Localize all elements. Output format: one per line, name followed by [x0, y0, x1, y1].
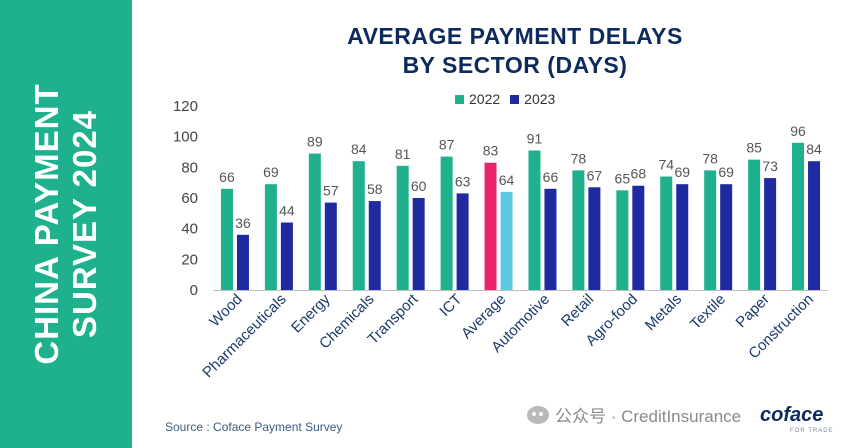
data-label-2022: 85 — [746, 140, 762, 156]
bar-2022 — [660, 176, 673, 290]
x-tick-label: Textile — [687, 291, 729, 333]
data-label-2022: 78 — [571, 150, 587, 166]
data-label-2022: 84 — [351, 141, 367, 157]
data-label-2023: 64 — [499, 172, 515, 188]
data-label-2023: 69 — [674, 164, 690, 180]
data-label-2023: 60 — [411, 178, 427, 194]
bar-2022 — [704, 170, 717, 290]
data-label-2023: 63 — [455, 173, 471, 189]
bar-2023 — [632, 185, 645, 290]
coface-logo-tagline: FOR TRADE — [790, 428, 834, 434]
bar-2023 — [808, 161, 821, 290]
y-tick-label: 40 — [181, 221, 198, 238]
bar-2023 — [456, 193, 469, 290]
chart-title-line1: AVERAGE PAYMENT DELAYS — [347, 23, 683, 49]
bar-2023 — [764, 178, 777, 290]
data-label-2022: 81 — [395, 146, 411, 162]
bar-2023 — [720, 184, 733, 290]
data-label-2023: 44 — [279, 203, 295, 219]
bar-2022 — [308, 153, 321, 290]
data-label-2022: 65 — [615, 170, 631, 186]
coface-logo: coface — [760, 404, 824, 426]
chart-title-line2: BY SECTOR (DAYS) — [402, 52, 628, 78]
data-label-2022: 69 — [263, 164, 279, 180]
bar-2023 — [236, 234, 249, 290]
side-band: CHINA PAYMENT SURVEY 2024 — [0, 0, 132, 448]
bar-2023 — [500, 191, 513, 290]
data-label-2023: 57 — [323, 183, 339, 199]
data-label-2023: 73 — [762, 158, 778, 174]
bar-2023 — [412, 198, 425, 290]
y-tick-label: 60 — [181, 190, 198, 207]
data-label-2023: 68 — [631, 166, 647, 182]
x-tick-label: Retail — [558, 291, 597, 330]
bar-2022 — [484, 162, 497, 290]
x-tick-label: Pharmaceuticals — [199, 291, 289, 381]
legend-swatch-2023 — [510, 94, 520, 104]
x-tick-label: Wood — [206, 291, 246, 331]
y-tick-label: 0 — [190, 282, 198, 299]
bar-2023 — [280, 222, 293, 290]
x-tick-label: Metals — [642, 291, 685, 334]
data-label-2022: 74 — [658, 157, 674, 173]
bar-2022 — [440, 156, 453, 290]
data-label-2023: 67 — [587, 167, 603, 183]
data-label-2022: 83 — [483, 143, 499, 159]
watermark-text: 公众号 · CreditInsurance — [555, 407, 742, 426]
legend-label-2022: 2022 — [469, 91, 501, 107]
data-label-2023: 84 — [806, 141, 822, 157]
chart-title: AVERAGE PAYMENT DELAYS BY SECTOR (DAYS) — [250, 22, 780, 80]
data-label-2022: 87 — [439, 137, 455, 153]
watermark: 公众号 · CreditInsurance — [527, 402, 741, 427]
bar-2022 — [748, 159, 761, 290]
y-tick-label: 100 — [173, 129, 198, 146]
bar-2023 — [368, 201, 381, 290]
x-tick-label: Paper — [733, 291, 773, 331]
data-label-2023: 69 — [718, 164, 734, 180]
bar-2022 — [396, 165, 409, 290]
bar-2022 — [616, 190, 629, 290]
bar-2023 — [544, 188, 557, 290]
legend: 2022 2023 — [455, 91, 555, 107]
legend-item-2022: 2022 — [455, 91, 500, 107]
wechat-icon — [527, 405, 549, 424]
bar-2022 — [528, 150, 541, 290]
data-label-2023: 36 — [235, 215, 251, 231]
legend-swatch-2022 — [455, 94, 464, 104]
x-tick-label: ICT — [436, 291, 465, 320]
bar-2023 — [588, 187, 601, 290]
bar-2022 — [352, 161, 365, 290]
data-label-2022: 96 — [790, 123, 806, 139]
bar-2023 — [676, 184, 689, 290]
bar-2022 — [220, 188, 233, 290]
y-tick-label: 120 — [173, 98, 198, 115]
data-label-2023: 66 — [543, 169, 559, 185]
legend-item-2023: 2023 — [510, 91, 555, 107]
bar-2023 — [324, 202, 337, 290]
bar-2022 — [264, 184, 277, 290]
legend-label-2023: 2023 — [524, 91, 556, 107]
data-label-2022: 91 — [527, 130, 543, 146]
bar-2022 — [792, 142, 805, 290]
data-label-2022: 78 — [702, 150, 718, 166]
data-label-2023: 58 — [367, 181, 383, 197]
data-label-2022: 66 — [219, 169, 235, 185]
source-note: Source : Coface Payment Survey — [165, 420, 343, 434]
y-tick-label: 80 — [181, 159, 198, 176]
bar-2022 — [572, 170, 585, 290]
data-label-2022: 89 — [307, 134, 323, 150]
y-tick-label: 20 — [181, 251, 198, 268]
